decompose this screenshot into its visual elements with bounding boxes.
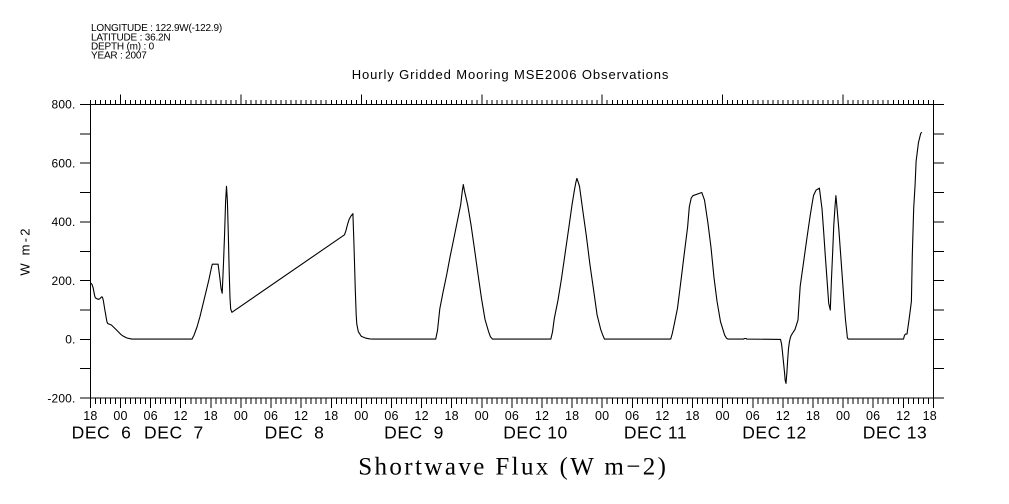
svg-text:12: 12 bbox=[655, 409, 669, 423]
svg-text:06: 06 bbox=[384, 409, 398, 423]
svg-text:18: 18 bbox=[685, 409, 699, 423]
svg-text:06: 06 bbox=[505, 409, 519, 423]
svg-text:DEPTH (m) : 0: DEPTH (m) : 0 bbox=[91, 42, 155, 53]
svg-text:18: 18 bbox=[923, 409, 937, 423]
svg-text:12: 12 bbox=[535, 409, 549, 423]
svg-text:12: 12 bbox=[414, 409, 428, 423]
svg-text:18: 18 bbox=[83, 409, 97, 423]
svg-text:18: 18 bbox=[806, 409, 820, 423]
svg-text:06: 06 bbox=[625, 409, 639, 423]
svg-text:06: 06 bbox=[264, 409, 278, 423]
svg-text:12: 12 bbox=[896, 409, 910, 423]
svg-text:12: 12 bbox=[294, 409, 308, 423]
svg-text:00: 00 bbox=[475, 409, 489, 423]
svg-text:0.: 0. bbox=[65, 333, 75, 347]
svg-text:DEC 10: DEC 10 bbox=[503, 422, 568, 442]
svg-text:Hourly Gridded Mooring MSE2006: Hourly Gridded Mooring MSE2006 Observati… bbox=[352, 67, 670, 82]
svg-text:00: 00 bbox=[234, 409, 248, 423]
svg-text:DEC 8: DEC 8 bbox=[265, 422, 325, 442]
svg-text:00: 00 bbox=[595, 409, 609, 423]
svg-text:12: 12 bbox=[776, 409, 790, 423]
svg-text:06: 06 bbox=[866, 409, 880, 423]
svg-text:00: 00 bbox=[113, 409, 127, 423]
svg-text:18: 18 bbox=[204, 409, 218, 423]
svg-text:400.: 400. bbox=[52, 215, 76, 229]
svg-text:18: 18 bbox=[324, 409, 338, 423]
svg-text:06: 06 bbox=[143, 409, 157, 423]
svg-text:18: 18 bbox=[445, 409, 459, 423]
svg-text:DEC 11: DEC 11 bbox=[624, 422, 687, 442]
svg-text:W m-2: W m-2 bbox=[18, 226, 33, 275]
svg-text:DEC 7: DEC 7 bbox=[144, 422, 204, 442]
svg-text:200.: 200. bbox=[52, 274, 76, 288]
svg-text:YEAR : 2007: YEAR : 2007 bbox=[91, 51, 147, 62]
svg-text:DEC 13: DEC 13 bbox=[863, 422, 928, 442]
svg-text:LONGITUDE : 122.9W(-122.9): LONGITUDE : 122.9W(-122.9) bbox=[91, 23, 222, 34]
svg-text:18: 18 bbox=[565, 409, 579, 423]
svg-text:00: 00 bbox=[715, 409, 729, 423]
svg-text:DEC 9: DEC 9 bbox=[384, 422, 444, 442]
svg-text:800.: 800. bbox=[52, 98, 76, 112]
svg-text:06: 06 bbox=[746, 409, 760, 423]
svg-text:00: 00 bbox=[354, 409, 368, 423]
svg-text:DEC 12: DEC 12 bbox=[742, 422, 807, 442]
svg-text:DEC 6: DEC 6 bbox=[72, 422, 132, 442]
svg-text:LATITUDE : 36.2N: LATITUDE : 36.2N bbox=[91, 32, 170, 43]
svg-text:12: 12 bbox=[174, 409, 188, 423]
svg-text:Shortwave Flux (W m−2): Shortwave Flux (W m−2) bbox=[358, 454, 668, 481]
svg-text:600.: 600. bbox=[52, 156, 76, 170]
svg-text:00: 00 bbox=[836, 409, 850, 423]
svg-text:-200.: -200. bbox=[47, 391, 75, 405]
